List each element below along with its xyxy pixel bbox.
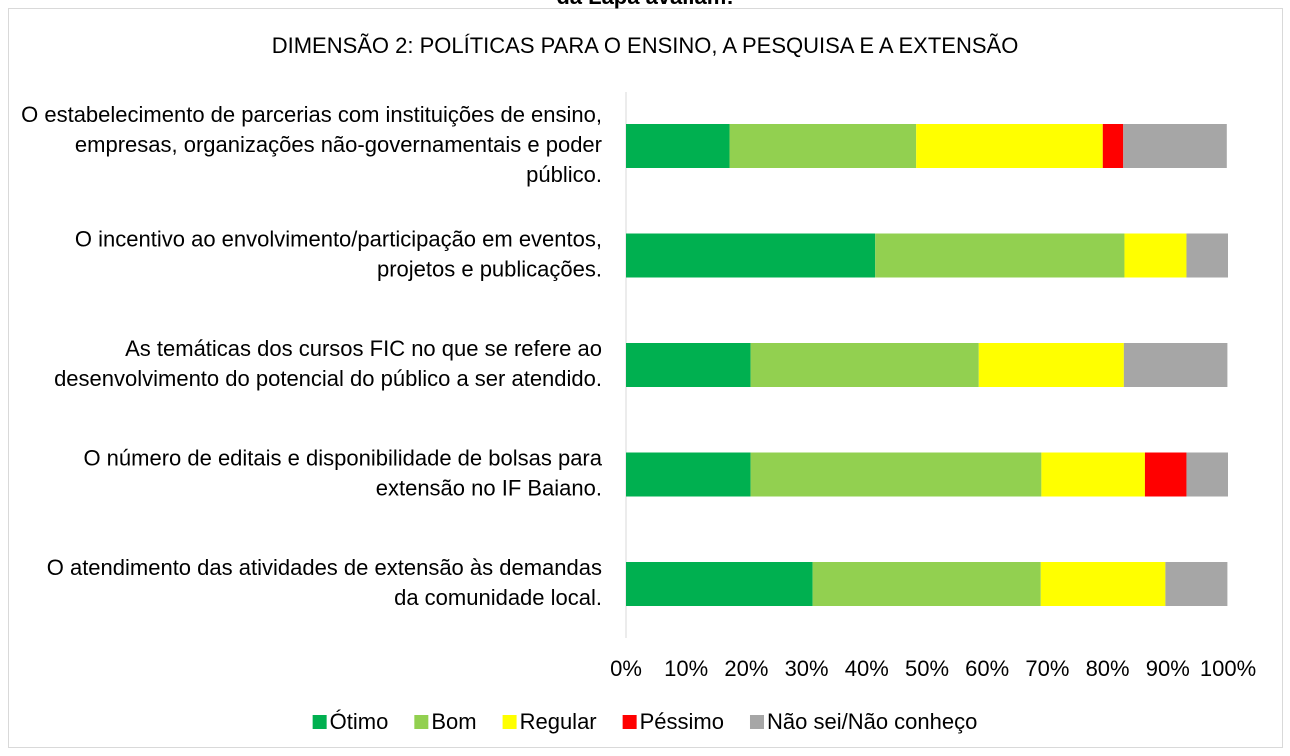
legend-swatch [414, 715, 429, 729]
legend-label: Não sei/Não conheço [767, 709, 977, 734]
x-tick-label: 100% [1200, 656, 1256, 681]
bar-segment [812, 562, 1041, 606]
category-label: O número de editais e disponibilidade de… [83, 445, 602, 500]
legend-swatch [312, 715, 327, 729]
legend-label: Péssimo [640, 709, 724, 734]
x-tick-label: 0% [610, 656, 642, 681]
x-tick-label: 90% [1146, 656, 1190, 681]
category-label: O estabelecimento de parcerias com insti… [21, 102, 602, 187]
legend-label: Regular [520, 709, 597, 734]
legend-swatch [622, 715, 637, 729]
bar-segment [750, 343, 979, 387]
bar-segment [916, 124, 1103, 168]
bar-segment [626, 343, 751, 387]
bar-segment [626, 233, 876, 278]
bar-segment [978, 343, 1124, 387]
legend-swatch [749, 715, 764, 729]
x-tick-label: 10% [664, 656, 708, 681]
x-tick-label: 70% [1025, 656, 1069, 681]
bar-segment [875, 233, 1125, 278]
legend-swatch [502, 715, 517, 729]
bar-segment [1102, 124, 1124, 168]
category-label: O incentivo ao envolvimento/participação… [75, 226, 602, 281]
bar-segment [1186, 452, 1228, 497]
x-tick-label: 50% [905, 656, 949, 681]
legend-label: Bom [431, 709, 476, 734]
chart-title: DIMENSÃO 2: POLÍTICAS PARA O ENSINO, A P… [272, 33, 1019, 58]
bar-segment [1041, 452, 1145, 497]
bar-segment [626, 562, 813, 606]
bar-segment [1165, 562, 1228, 606]
category-label: O atendimento das atividades de extensão… [47, 555, 602, 610]
category-label: As temáticas dos cursos FIC no que se re… [54, 336, 602, 391]
legend: Ótimo Bom Regular Péssimo Não sei/Não conheç… [312, 709, 977, 734]
legend-label: Ótimo [330, 709, 389, 734]
x-tick-label: 60% [965, 656, 1009, 681]
x-tick-label: 40% [845, 656, 889, 681]
bar-segment [1124, 233, 1187, 278]
bar-segment [1144, 452, 1187, 497]
bar-segment [1123, 124, 1227, 168]
bar-segment [1123, 343, 1228, 387]
bar-segment [626, 124, 730, 168]
bar-segment [750, 452, 1042, 497]
bar-segment [1186, 233, 1228, 278]
bar-segment [1040, 562, 1166, 606]
x-tick-label: 20% [724, 656, 768, 681]
bar-segment [626, 452, 751, 497]
x-tick-label: 80% [1086, 656, 1130, 681]
x-tick-label: 30% [785, 656, 829, 681]
bar-segment [729, 124, 917, 168]
header-fragment: da Lapa avaliam: [556, 0, 733, 9]
